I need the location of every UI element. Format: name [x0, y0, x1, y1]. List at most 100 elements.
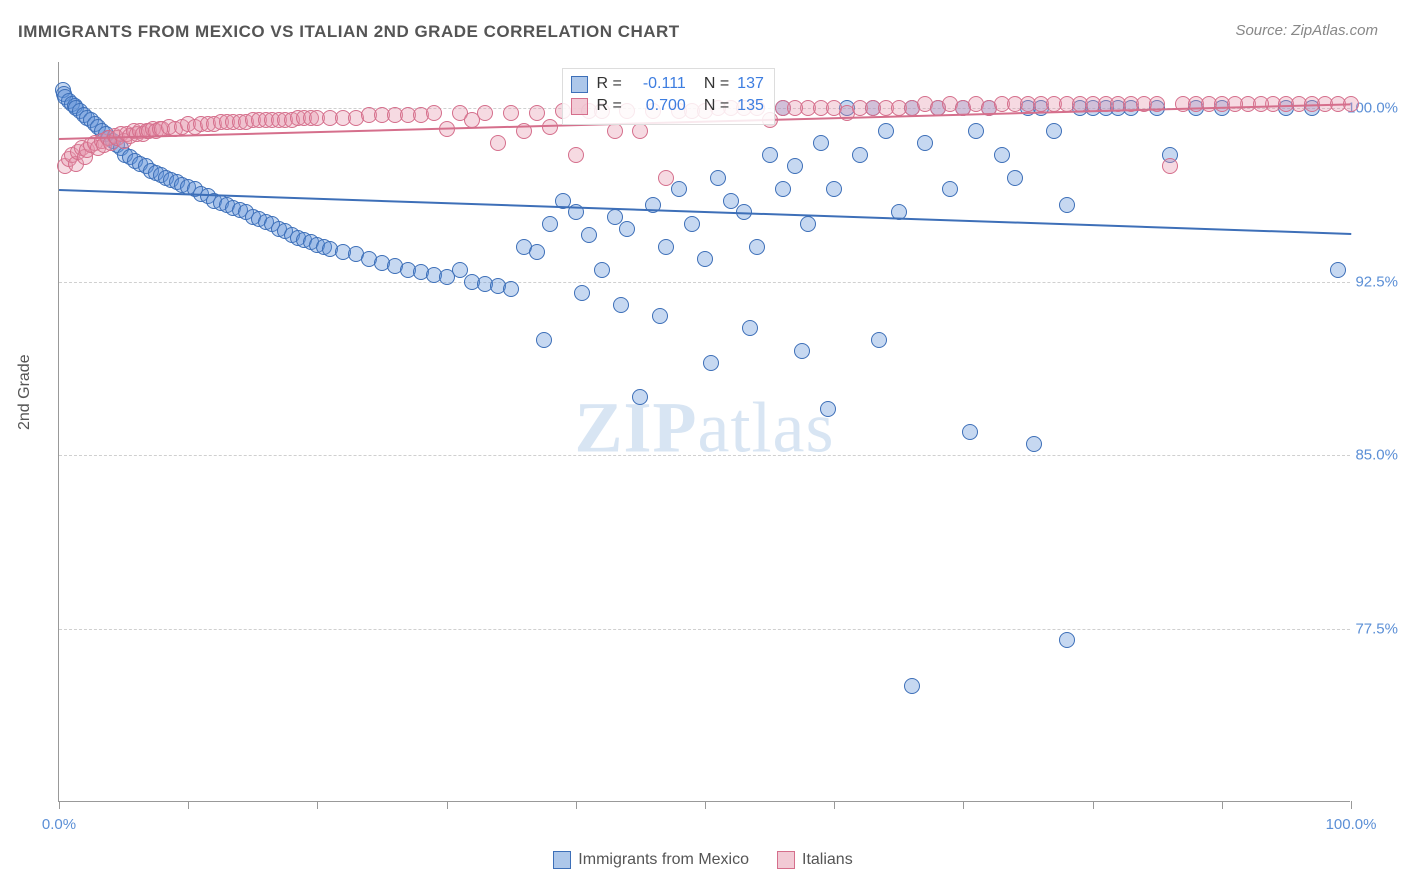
y-axis-label: 2nd Grade [16, 354, 34, 430]
x-tick-label: 0.0% [42, 816, 76, 833]
data-point [536, 332, 552, 348]
data-point [568, 147, 584, 163]
stats-box: R = -0.111 N = 137 R = 0.700 N = 135 [562, 68, 774, 125]
x-tick [59, 801, 60, 809]
data-point [452, 262, 468, 278]
data-point [1046, 123, 1062, 139]
x-tick [963, 801, 964, 809]
legend-label: Italians [802, 851, 853, 869]
data-point [1026, 436, 1042, 452]
data-point [632, 389, 648, 405]
data-point [813, 135, 829, 151]
legend-swatch [571, 98, 588, 115]
legend-item: Italians [777, 851, 853, 869]
data-point [503, 105, 519, 121]
data-point [619, 221, 635, 237]
plot-area: ZIPatlas 77.5%85.0%92.5%100.0%0.0%100.0%… [58, 62, 1350, 802]
data-point [632, 123, 648, 139]
stat-r-value: -0.111 [630, 73, 686, 95]
stat-n-value: 137 [737, 73, 764, 95]
stat-n-label: N = [704, 73, 729, 95]
gridline [59, 629, 1350, 630]
x-tick [188, 801, 189, 809]
gridline [59, 282, 1350, 283]
x-tick [705, 801, 706, 809]
data-point [607, 123, 623, 139]
data-point [703, 355, 719, 371]
data-point [529, 244, 545, 260]
data-point [594, 262, 610, 278]
data-point [613, 297, 629, 313]
legend-swatch [553, 851, 571, 869]
data-point [878, 123, 894, 139]
legend-item: Immigrants from Mexico [553, 851, 749, 869]
data-point [574, 285, 590, 301]
data-point [723, 193, 739, 209]
data-point [697, 251, 713, 267]
data-point [917, 135, 933, 151]
data-point [607, 209, 623, 225]
data-point [658, 239, 674, 255]
data-point [542, 216, 558, 232]
data-point [794, 343, 810, 359]
data-point [904, 678, 920, 694]
data-point [503, 281, 519, 297]
stats-row: R = 0.700 N = 135 [571, 95, 763, 117]
stat-r-label: R = [596, 95, 621, 117]
x-tick [834, 801, 835, 809]
data-point [968, 123, 984, 139]
stat-n-label: N = [704, 95, 729, 117]
data-point [477, 105, 493, 121]
data-point [962, 424, 978, 440]
x-tick [1093, 801, 1094, 809]
data-point [1227, 96, 1243, 112]
chart-title: IMMIGRANTS FROM MEXICO VS ITALIAN 2ND GR… [18, 22, 680, 42]
data-point [426, 105, 442, 121]
data-point [749, 239, 765, 255]
data-point [1162, 158, 1178, 174]
x-tick [1351, 801, 1352, 809]
data-point [1330, 262, 1346, 278]
x-tick [576, 801, 577, 809]
data-point [671, 181, 687, 197]
x-tick [317, 801, 318, 809]
data-point [490, 135, 506, 151]
data-point [581, 227, 597, 243]
x-tick-label: 100.0% [1326, 816, 1377, 833]
data-point [710, 170, 726, 186]
legend: Immigrants from Mexico Italians [0, 851, 1406, 874]
source-label: Source: ZipAtlas.com [1235, 22, 1378, 39]
data-point [742, 320, 758, 336]
y-tick-label: 77.5% [1355, 620, 1398, 637]
data-point [529, 105, 545, 121]
watermark: ZIPatlas [575, 386, 835, 469]
stats-row: R = -0.111 N = 137 [571, 73, 763, 95]
data-point [684, 216, 700, 232]
gridline [59, 455, 1350, 456]
stat-r-label: R = [596, 73, 621, 95]
data-point [800, 216, 816, 232]
legend-swatch [571, 76, 588, 93]
data-point [871, 332, 887, 348]
data-point [852, 147, 868, 163]
legend-swatch [777, 851, 795, 869]
x-tick [1222, 801, 1223, 809]
data-point [775, 181, 791, 197]
x-tick [447, 801, 448, 809]
data-point [994, 147, 1010, 163]
data-point [1007, 170, 1023, 186]
data-point [787, 158, 803, 174]
stat-r-value: 0.700 [630, 95, 686, 117]
data-point [787, 100, 803, 116]
stat-n-value: 135 [737, 95, 764, 117]
y-tick-label: 92.5% [1355, 273, 1398, 290]
data-point [762, 147, 778, 163]
data-point [652, 308, 668, 324]
data-point [942, 181, 958, 197]
legend-label: Immigrants from Mexico [578, 851, 749, 869]
data-point [1059, 632, 1075, 648]
data-point [826, 181, 842, 197]
y-tick-label: 85.0% [1355, 447, 1398, 464]
data-point [658, 170, 674, 186]
data-point [1253, 96, 1269, 112]
